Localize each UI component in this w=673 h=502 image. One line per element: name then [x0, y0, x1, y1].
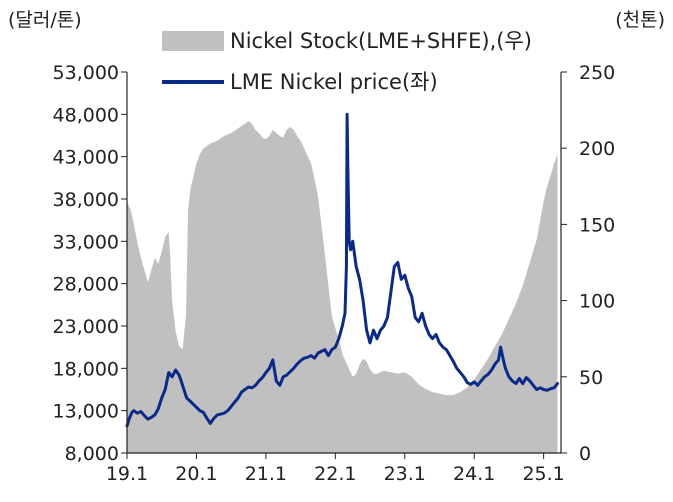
left-tick-label: 23,000 — [53, 316, 119, 338]
right-tick-label: 200 — [579, 138, 615, 160]
stock-area — [127, 120, 558, 454]
right-tick-label: 100 — [579, 291, 615, 313]
left-tick-label: 38,000 — [53, 189, 119, 211]
left-tick-label: 43,000 — [53, 147, 119, 169]
left-tick-label: 13,000 — [53, 401, 119, 423]
x-tick-label: 20.1 — [175, 463, 217, 485]
left-tick-label: 28,000 — [53, 274, 119, 296]
left-axis-unit: (달러/톤) — [8, 9, 82, 31]
right-tick-label: 50 — [579, 367, 603, 389]
x-tick-label: 24.1 — [453, 463, 495, 485]
x-tick-label: 25.1 — [522, 463, 564, 485]
right-tick-label: 0 — [579, 443, 591, 465]
left-tick-label: 48,000 — [53, 104, 119, 126]
left-tick-label: 53,000 — [53, 62, 119, 84]
left-tick-label: 8,000 — [65, 443, 119, 465]
price-line-layer — [125, 112, 559, 428]
axes — [126, 72, 562, 454]
legend-label-stock: Nickel Stock(LME+SHFE),(우) — [230, 29, 532, 53]
legend-label-price: LME Nickel price(좌) — [230, 70, 438, 94]
x-tick-label: 22.1 — [314, 463, 356, 485]
x-tick-label: 23.1 — [384, 463, 426, 485]
left-axis-ticks: 53,000 48,000 43,000 38,000 33,000 28,000 23,0… — [53, 62, 127, 465]
right-axis-ticks: 250 200 150 100 50 0 — [561, 62, 615, 465]
right-tick-label: 150 — [579, 214, 615, 236]
legend: Nickel Stock(LME+SHFE),(우) LME Nickel pr… — [162, 29, 532, 94]
x-axis-ticks: 19.1 20.1 21.1 22.1 23.1 24.1 25.1 — [106, 453, 565, 485]
x-tick-label: 21.1 — [245, 463, 287, 485]
x-tick-label: 19.1 — [106, 463, 148, 485]
stock-area-layer — [127, 120, 558, 454]
left-tick-label: 18,000 — [53, 358, 119, 380]
price-line — [125, 112, 559, 428]
left-tick-label: 33,000 — [53, 231, 119, 253]
right-tick-label: 250 — [579, 62, 615, 84]
legend-swatch-stock — [162, 31, 224, 51]
right-axis-unit: (천톤) — [615, 9, 665, 31]
